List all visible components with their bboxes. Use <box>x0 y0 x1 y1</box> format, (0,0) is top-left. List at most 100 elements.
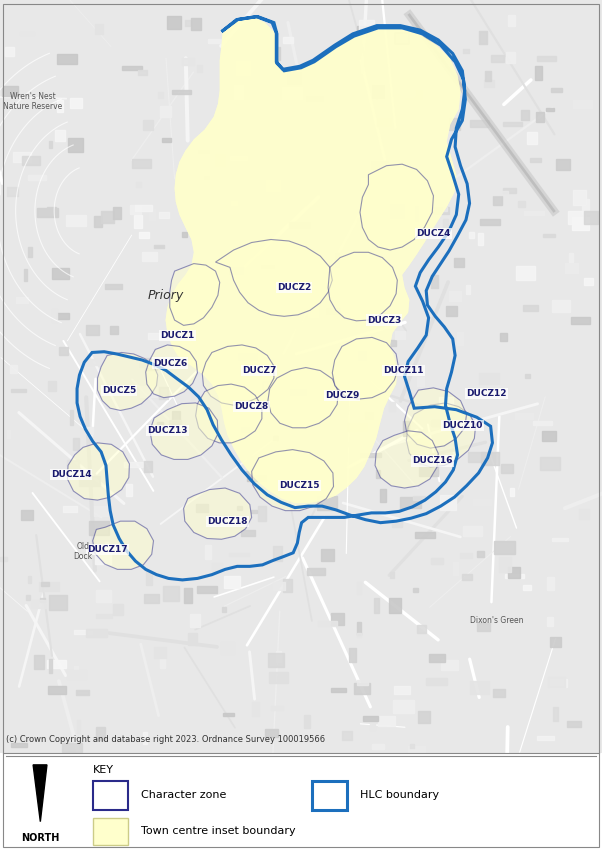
Bar <box>214 294 222 300</box>
Bar <box>443 208 447 211</box>
Bar <box>196 214 213 228</box>
Bar <box>241 530 255 535</box>
Bar <box>105 542 108 552</box>
Bar <box>374 598 379 613</box>
Bar <box>357 633 361 637</box>
Bar <box>70 98 82 108</box>
Bar <box>409 223 430 237</box>
Bar <box>198 150 209 153</box>
Bar <box>101 211 114 223</box>
Bar <box>418 711 430 723</box>
Bar <box>431 558 442 564</box>
Bar <box>493 196 502 205</box>
Bar <box>357 582 361 594</box>
Bar <box>52 309 57 323</box>
Text: DUCZ1: DUCZ1 <box>161 331 194 340</box>
Bar <box>21 511 33 520</box>
Bar <box>74 665 78 676</box>
Bar <box>571 317 590 324</box>
Bar <box>252 282 265 296</box>
Bar <box>567 721 582 727</box>
Bar <box>110 326 118 334</box>
Bar <box>412 588 418 592</box>
Bar <box>539 457 560 470</box>
Bar <box>335 253 339 267</box>
Bar <box>469 232 474 238</box>
Polygon shape <box>93 521 154 569</box>
Bar <box>86 629 107 637</box>
Bar <box>453 452 456 457</box>
Bar <box>49 660 52 673</box>
Bar <box>87 358 102 365</box>
Bar <box>342 731 352 740</box>
Bar <box>238 352 257 361</box>
Bar <box>535 66 542 80</box>
Bar <box>57 100 63 111</box>
Bar <box>57 313 69 319</box>
Bar <box>389 598 401 613</box>
Bar <box>438 55 455 60</box>
Bar <box>39 582 59 591</box>
Bar <box>470 120 489 127</box>
Bar <box>13 152 31 162</box>
Bar <box>273 465 286 479</box>
Bar <box>203 175 209 180</box>
Bar <box>420 471 424 480</box>
Bar <box>130 205 140 214</box>
Bar <box>73 438 79 450</box>
Bar <box>2 86 18 95</box>
Polygon shape <box>328 252 397 321</box>
Text: Town centre inset boundary: Town centre inset boundary <box>141 826 296 837</box>
Bar <box>528 28 531 36</box>
Bar <box>182 231 187 237</box>
Bar <box>0 557 7 562</box>
Bar <box>213 563 222 570</box>
Polygon shape <box>332 337 399 399</box>
Bar <box>365 412 373 420</box>
Bar <box>282 87 302 99</box>
Text: DUCZ11: DUCZ11 <box>383 366 424 375</box>
Bar <box>527 132 537 144</box>
Bar <box>57 54 78 64</box>
Bar <box>430 420 442 426</box>
Bar <box>326 307 340 314</box>
Bar <box>172 90 191 94</box>
Bar <box>273 582 285 590</box>
Bar <box>515 414 533 420</box>
Bar <box>499 557 510 572</box>
Bar <box>284 579 291 592</box>
Bar <box>231 201 237 204</box>
Bar <box>453 563 458 575</box>
Bar <box>196 504 208 511</box>
Bar <box>136 182 141 187</box>
Bar <box>489 191 508 195</box>
Bar <box>411 744 414 748</box>
Text: HLC boundary: HLC boundary <box>360 791 439 800</box>
Bar <box>429 222 435 231</box>
Bar <box>290 222 310 228</box>
Bar <box>435 85 445 94</box>
Bar <box>523 306 538 311</box>
Bar <box>347 423 367 431</box>
Bar <box>143 732 147 744</box>
Bar <box>356 680 368 685</box>
Bar <box>237 506 241 510</box>
Bar <box>574 637 591 651</box>
Bar <box>408 745 426 753</box>
Bar <box>172 411 180 424</box>
Bar <box>86 325 99 334</box>
Bar <box>10 365 17 373</box>
Text: DUCZ8: DUCZ8 <box>235 403 268 411</box>
Bar <box>162 138 171 142</box>
Bar <box>321 549 334 561</box>
Bar <box>68 138 83 152</box>
Bar <box>521 110 529 120</box>
Bar <box>415 206 418 220</box>
Bar <box>234 85 243 99</box>
Bar <box>40 598 45 602</box>
Text: KEY: KEY <box>93 765 114 775</box>
Bar <box>265 729 278 737</box>
Bar <box>446 306 456 317</box>
Bar <box>396 331 405 340</box>
Bar <box>223 712 234 716</box>
